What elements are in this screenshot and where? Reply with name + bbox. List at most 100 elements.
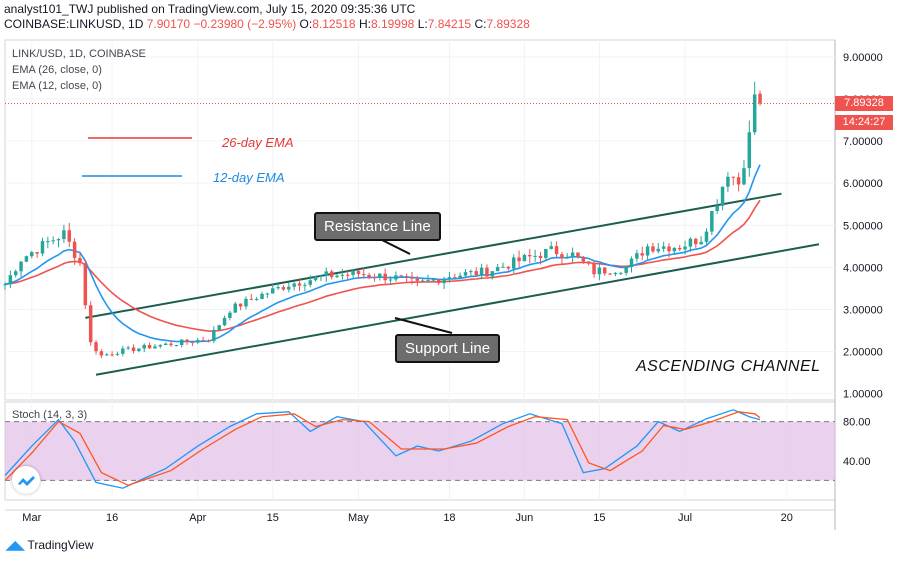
- price-tick-label: 1.00000: [843, 389, 883, 401]
- candle-body: [731, 176, 735, 178]
- candle-body: [35, 252, 39, 254]
- candle-body: [260, 293, 264, 300]
- candle-body: [592, 263, 596, 275]
- open-value: 8.12518: [312, 17, 356, 31]
- candle-body: [287, 286, 291, 290]
- candle-body: [163, 343, 168, 345]
- time-tick-label: 20: [781, 512, 793, 524]
- tradingview-badge[interactable]: [12, 466, 40, 494]
- resistance-label: Resistance Line: [314, 212, 441, 241]
- ema26-annotation: 26-day EMA: [222, 135, 294, 150]
- tradingview-logo[interactable]: ◢◣ TradingView: [6, 538, 94, 552]
- candle-body: [394, 275, 398, 280]
- time-tick-label: Jun: [516, 512, 534, 524]
- candle-body: [399, 275, 403, 277]
- candle-body: [710, 210, 714, 232]
- candle-body: [356, 270, 361, 275]
- open-label: O:: [299, 17, 313, 31]
- candle-body: [752, 94, 757, 133]
- candle-body: [533, 255, 537, 257]
- time-tick-label: 18: [443, 512, 455, 524]
- candle-body: [190, 342, 195, 344]
- pair-legend[interactable]: LINK/USD, 1D, COINBASE: [12, 48, 146, 60]
- candle-body: [217, 325, 221, 330]
- candle-body: [72, 241, 77, 258]
- candle-body: [549, 246, 553, 249]
- price-tick-label: 9.00000: [843, 52, 883, 64]
- candle-body: [115, 353, 120, 355]
- annotation-lines: [82, 137, 453, 334]
- bar-countdown-tag: 14:24:27: [835, 115, 893, 130]
- candle-body: [747, 132, 752, 169]
- candle-body: [420, 280, 425, 282]
- candle-body: [308, 280, 312, 285]
- candle-body: [62, 230, 66, 240]
- candle-body: [570, 252, 575, 258]
- candle-body: [340, 274, 345, 276]
- candlesticks: [3, 81, 762, 359]
- candle-body: [206, 340, 211, 342]
- price-tick-label: 7.00000: [843, 136, 883, 148]
- time-tick-label: Jul: [678, 512, 692, 524]
- candle-body: [485, 267, 489, 277]
- axes: 9.000008.000007.000006.000005.000004.000…: [5, 52, 883, 524]
- candle-body: [169, 343, 173, 346]
- candle-body: [490, 271, 495, 277]
- candle-body: [238, 303, 243, 307]
- price-tick-label: 5.00000: [843, 220, 883, 232]
- candle-body: [458, 275, 462, 278]
- candle-body: [624, 266, 628, 273]
- candle-body: [329, 271, 334, 278]
- stoch-legend[interactable]: Stoch (14, 3, 3): [12, 409, 88, 421]
- candle-body: [362, 274, 366, 276]
- close-label: C:: [474, 17, 487, 31]
- candle-body: [105, 354, 109, 356]
- candle-body: [185, 339, 189, 343]
- candle-body: [463, 272, 468, 276]
- candle-body: [645, 246, 650, 256]
- candle-body: [415, 278, 420, 281]
- candle-body: [179, 339, 184, 345]
- ema12-legend[interactable]: EMA (12, close, 0): [12, 80, 102, 92]
- candle-body: [431, 279, 436, 281]
- tradingview-brand: TradingView: [27, 538, 94, 552]
- candle-body: [672, 247, 677, 252]
- candle-body: [276, 287, 280, 289]
- candle-body: [24, 256, 29, 262]
- candle-body: [661, 246, 666, 249]
- ema26-legend[interactable]: EMA (26, close, 0): [12, 64, 102, 76]
- candle-body: [121, 348, 125, 354]
- candle-body: [677, 247, 682, 250]
- candle-body: [196, 340, 200, 343]
- candle-body: [249, 298, 254, 300]
- candle-body: [131, 347, 136, 352]
- symbol-label: COINBASE:LINKUSD, 1D: [4, 17, 144, 31]
- candle-body: [608, 273, 612, 275]
- candle-body: [581, 256, 586, 262]
- price-tick-label: 6.00000: [843, 178, 883, 190]
- candle-body: [3, 284, 7, 286]
- candle-body: [78, 257, 82, 264]
- candle-body: [30, 252, 34, 257]
- candle-body: [522, 254, 527, 262]
- candle-body: [694, 238, 698, 245]
- candle-body: [83, 263, 88, 306]
- candle-body: [372, 277, 377, 279]
- candle-body: [19, 261, 23, 272]
- candle-body: [511, 257, 516, 269]
- time-tick-label: May: [348, 512, 369, 524]
- candle-body: [335, 275, 339, 278]
- candle-body: [351, 270, 355, 275]
- candle-body: [110, 354, 114, 356]
- candle-body: [437, 279, 441, 284]
- candle-body: [147, 344, 152, 349]
- price-tick-label: 4.00000: [843, 262, 883, 274]
- candle-body: [453, 277, 457, 279]
- candle-body: [442, 278, 446, 284]
- candle-body: [656, 248, 661, 252]
- candle-body: [281, 287, 286, 290]
- candle-body: [479, 267, 484, 276]
- high-label: H:: [358, 17, 371, 31]
- price-tick-label: 2.00000: [843, 347, 883, 359]
